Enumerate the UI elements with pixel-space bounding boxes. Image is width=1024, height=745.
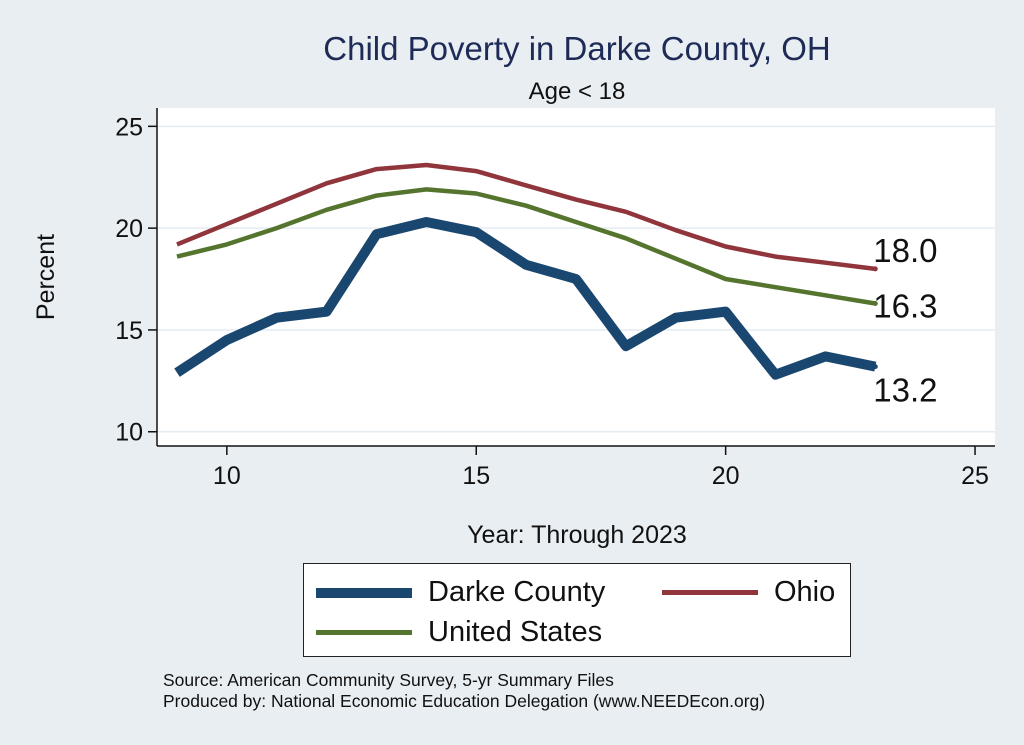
chart-title: Child Poverty in Darke County, OH [323,30,830,67]
x-tick-label: 20 [712,462,740,490]
series-line-darke-county [174,217,877,380]
legend: Darke County Ohio United States [303,563,851,657]
end-point-united-states [872,300,878,306]
source-note: Source: American Community Survey, 5-yr … [163,670,765,712]
legend-label-darke-county: Darke County [428,576,606,608]
y-tick-label: 20 [115,215,143,243]
legend-swatch-ohio [662,590,758,595]
chart-subtitle: Age < 18 [529,78,626,105]
y-tick-label: 15 [115,317,143,345]
end-point-darke-county [872,364,878,370]
legend-item-darke-county: Darke County [316,576,605,609]
legend-label-ohio: Ohio [774,576,836,608]
y-tick-label: 10 [115,419,143,447]
legend-swatch-united-states [316,630,412,635]
end-label-ohio: 18.0 [873,232,937,269]
y-tick-label: 25 [115,113,143,141]
x-axis-label: Year: Through 2023 [467,521,687,549]
legend-item-united-states: United States [316,616,602,649]
x-tick-label: 25 [961,462,989,490]
y-axis-label: Percent [32,234,60,320]
series-line-ohio [176,162,876,272]
axes-layer: 10 15 20 25 10 15 20 25 [115,108,995,490]
grid-layer [157,125,995,433]
series-layer [174,162,877,380]
source-line: Source: American Community Survey, 5-yr … [163,670,614,690]
produced-by-line: Produced by: National Economic Education… [163,691,766,711]
x-tick-label: 10 [213,462,241,490]
legend-swatch-darke-county [316,587,412,598]
x-tick-label: 15 [462,462,490,490]
legend-label-united-states: United States [428,616,603,648]
end-labels-layer: 13.2 18.0 16.3 [872,232,938,409]
line-chart: Child Poverty in Darke County, OH Age < … [32,30,995,549]
legend-item-ohio: Ohio [662,576,835,609]
end-label-united-states: 16.3 [873,287,937,324]
series-line-united-states [176,187,876,306]
end-label-darke-county: 13.2 [873,372,937,409]
end-point-ohio [872,266,878,272]
